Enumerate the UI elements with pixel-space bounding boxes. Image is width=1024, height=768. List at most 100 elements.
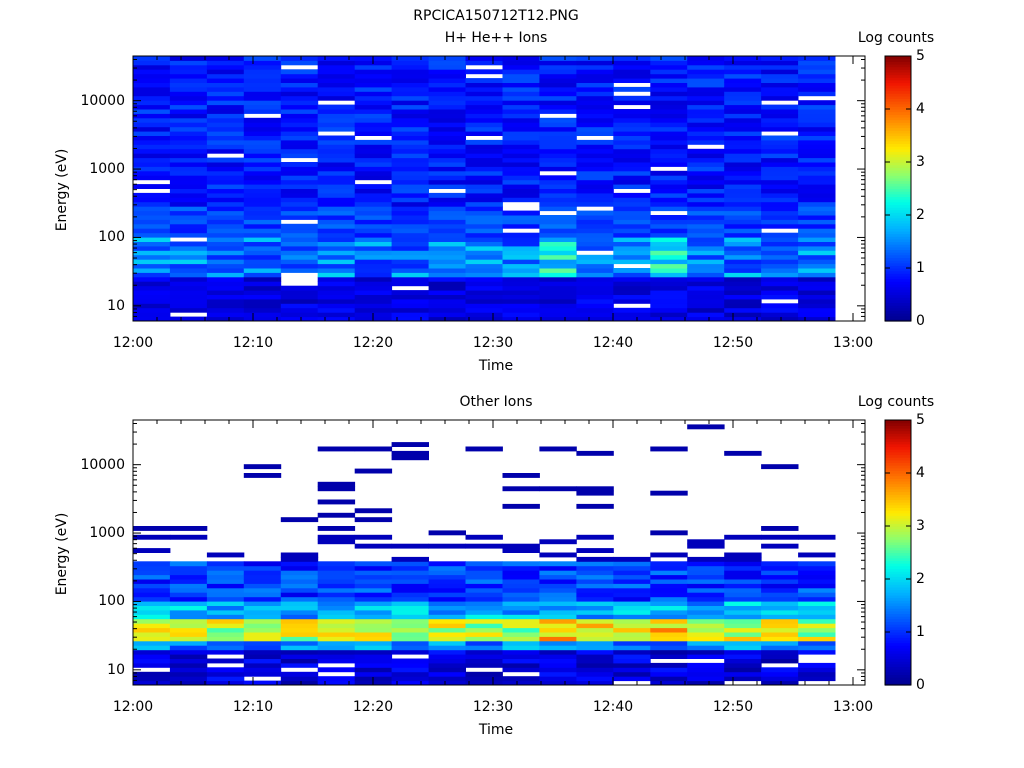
heatmap-cell — [761, 148, 799, 154]
heatmap-cell — [206, 592, 245, 598]
heatmap-cell — [206, 131, 245, 136]
heatmap-cell — [798, 166, 836, 172]
heatmap-cell — [761, 91, 799, 97]
heatmap-cell — [761, 95, 799, 101]
heatmap-cell — [465, 574, 503, 580]
heatmap-cell — [391, 91, 429, 97]
heatmap-cell — [169, 654, 208, 659]
heatmap-cell — [428, 276, 466, 282]
heatmap-cell — [687, 307, 725, 313]
heatmap-cell — [724, 245, 762, 251]
heatmap-cell — [687, 232, 725, 238]
colorbar-swatch — [885, 459, 911, 463]
heatmap-cell — [761, 464, 799, 470]
heatmap-cell — [502, 627, 540, 633]
heatmap-cell — [133, 605, 171, 611]
heatmap-cell — [502, 268, 540, 273]
heatmap-cell — [798, 667, 836, 673]
heatmap-cell — [761, 73, 799, 79]
heatmap-cell — [576, 570, 614, 576]
heatmap-cell — [539, 658, 577, 664]
heatmap-cell — [576, 636, 614, 642]
heatmap-cell — [428, 579, 466, 584]
heatmap-cell — [243, 574, 282, 580]
heatmap-cell — [502, 298, 540, 304]
heatmap-cell — [169, 157, 208, 163]
heatmap-cell — [317, 290, 356, 295]
heatmap-cell — [206, 276, 245, 282]
heatmap-cell — [391, 210, 429, 216]
heatmap-cell — [206, 583, 245, 589]
colorbar-swatch — [885, 610, 911, 615]
heatmap-cell — [169, 60, 208, 66]
heatmap-cell — [539, 671, 577, 677]
heatmap-cell — [169, 632, 208, 637]
heatmap-cell — [502, 609, 540, 615]
heatmap-cell — [280, 139, 319, 145]
heatmap-cell — [133, 263, 171, 269]
heatmap-cell — [169, 135, 208, 141]
heatmap-cell — [391, 303, 429, 309]
colorbar-swatch — [885, 480, 911, 485]
heatmap-cell — [206, 294, 245, 300]
heatmap-cell — [428, 605, 466, 611]
heatmap-cell — [650, 268, 688, 273]
heatmap-cell — [169, 316, 208, 322]
heatmap-cell — [317, 486, 356, 492]
heatmap-cell — [539, 82, 577, 88]
heatmap-cells — [133, 56, 836, 322]
heatmap-cell — [317, 82, 356, 88]
heatmap-cell — [391, 579, 429, 584]
heatmap-cell — [761, 285, 799, 291]
heatmap-cell — [280, 113, 319, 119]
heatmap-cell — [354, 228, 393, 234]
heatmap-cell — [428, 245, 466, 251]
colorbar-swatch — [885, 435, 911, 440]
heatmap-cell — [539, 157, 577, 163]
heatmap-cell — [502, 574, 540, 580]
heatmap-cell — [206, 188, 245, 194]
heatmap-cell — [428, 281, 466, 287]
heatmap-cell — [243, 237, 282, 242]
heatmap-cell — [391, 276, 429, 282]
heatmap-cell — [576, 614, 614, 620]
colorbar-swatch — [885, 164, 911, 168]
heatmap-cell — [133, 104, 171, 110]
heatmap-cell — [687, 73, 725, 79]
heatmap-cell — [428, 91, 466, 97]
heatmap-cell — [761, 201, 799, 207]
heatmap-cell — [133, 245, 171, 251]
heatmap-cell — [613, 131, 651, 136]
heatmap-cell — [724, 254, 762, 260]
heatmap-cell — [687, 86, 725, 92]
plot-frame — [132, 419, 866, 686]
heatmap-cell — [391, 153, 429, 159]
colorbar-swatch — [885, 586, 911, 591]
colorbar-swatch — [885, 661, 911, 665]
heatmap-cell — [613, 298, 651, 304]
heatmap-cell — [724, 614, 762, 620]
heatmap-cell — [502, 131, 540, 136]
heatmap-cell — [798, 552, 836, 558]
heatmap-cell — [724, 215, 762, 220]
colorbar-swatch — [885, 204, 911, 208]
heatmap-cell — [761, 56, 799, 61]
heatmap-cell — [724, 587, 762, 593]
heatmap-cell — [576, 223, 614, 229]
heatmap-cell — [206, 281, 245, 287]
y-tick-label: 10 — [107, 297, 125, 314]
heatmap-cell — [428, 676, 466, 682]
x-tick-label: 13:00 — [832, 335, 874, 351]
heatmap-cell — [169, 109, 208, 114]
heatmap-cell — [613, 117, 651, 123]
heatmap-cell — [354, 64, 393, 70]
heatmap-cell — [280, 654, 319, 659]
heatmap-cell — [650, 245, 688, 251]
heatmap-cell — [724, 632, 762, 637]
y-tick-label: 10 — [107, 661, 125, 678]
heatmap-cell — [724, 312, 762, 318]
heatmap-cell — [539, 614, 577, 620]
heatmap-cell — [576, 503, 614, 509]
heatmap-cell — [243, 632, 282, 637]
heatmap-cell — [724, 676, 762, 682]
